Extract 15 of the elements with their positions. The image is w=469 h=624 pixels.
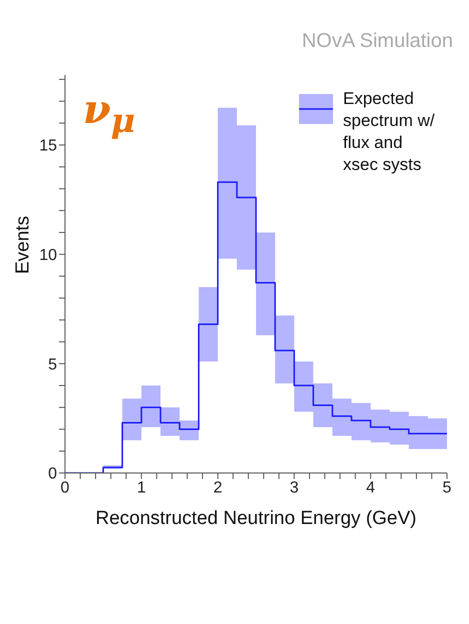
legend-label: Expected spectrum w/ flux and xsec systs: [343, 88, 436, 176]
y-tick-label: 10: [39, 247, 58, 264]
x-tick-label: 0: [60, 479, 70, 496]
x-tick-label: 4: [366, 479, 376, 496]
x-tick-label: 2: [213, 479, 222, 496]
text: NOvA Simulation: [302, 30, 453, 53]
annotation: ν$_{μ}$: [83, 86, 136, 140]
x-tick-label: 3: [290, 479, 299, 496]
y-tick-label: 15: [39, 138, 58, 155]
y-tick-label: 0: [48, 466, 58, 483]
x-tick-label: 1: [136, 479, 146, 496]
y-axis-title: Events: [12, 216, 34, 274]
x-axis-title: Reconstructed Neutrino Energy (GeV): [95, 508, 417, 529]
y-tick-label: 5: [48, 356, 58, 374]
x-tick-label: 5: [442, 479, 452, 496]
